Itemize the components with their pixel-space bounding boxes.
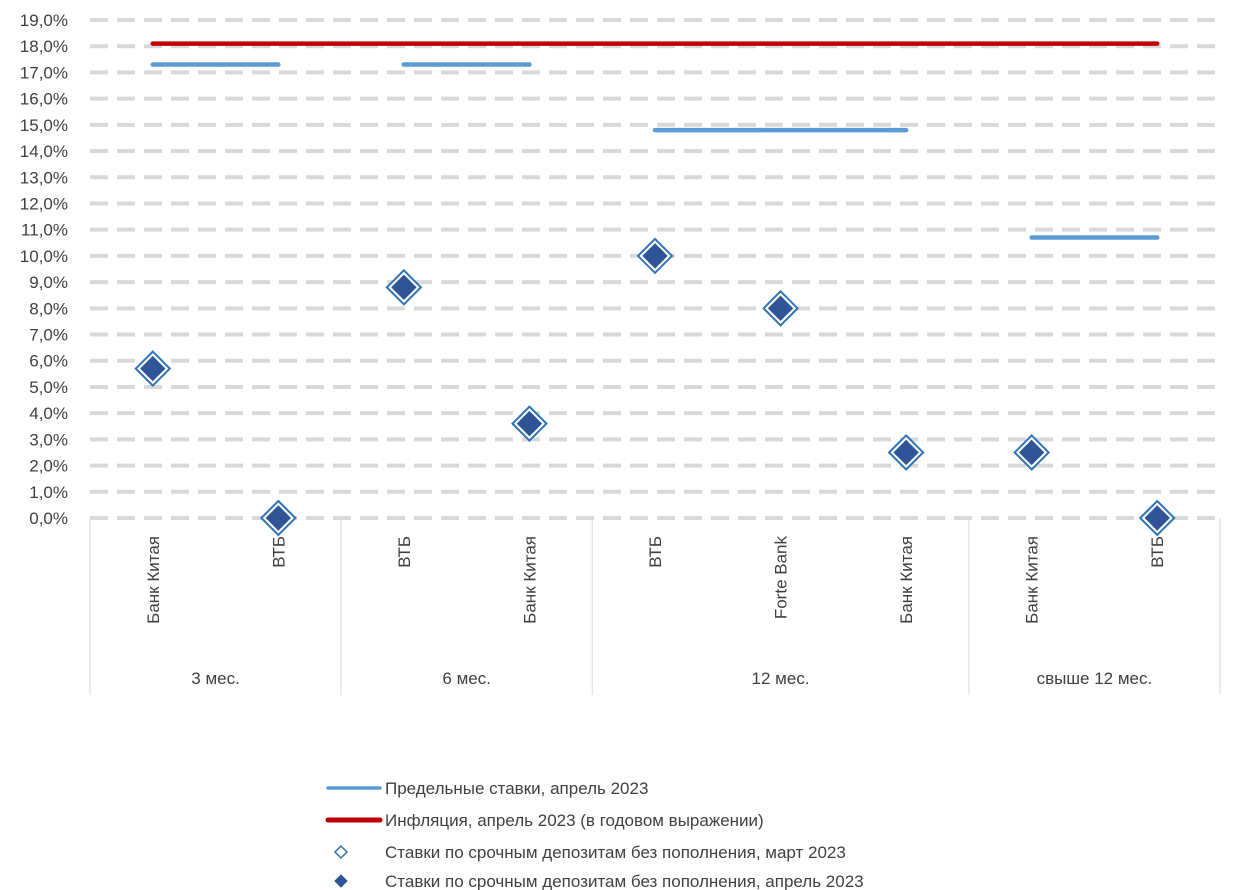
april-rate-marker [1018,439,1045,466]
april-rate-marker [140,355,166,382]
y-tick-label: 19,0% [20,11,68,30]
x-tick-label: Банк Китая [1023,536,1042,624]
x-tick-label: Банк Китая [144,536,163,624]
x-group-label: 12 мес. [752,669,810,688]
legend-label: Предельные ставки, апрель 2023 [385,779,648,798]
y-tick-label: 15,0% [20,116,68,135]
y-tick-label: 8,0% [29,299,68,318]
y-tick-label: 5,0% [29,378,68,397]
y-tick-label: 0,0% [29,509,68,528]
x-tick-label: Банк Китая [520,536,539,624]
april-rate-marker [1144,505,1170,531]
april-rate-marker [391,274,417,301]
legend-label: Ставки по срочным депозитам без пополнен… [385,872,864,890]
x-group-label: 6 мес. [442,669,491,688]
y-tick-label: 17,0% [20,63,68,82]
x-axis: Банк Китая ВТБ 3 мес. ВТБ Банк Китая 6 мес. ВТ… [89,518,1221,695]
y-tick-label: 12,0% [20,194,68,213]
legend-swatch [334,874,348,888]
y-tick-label: 18,0% [20,37,68,56]
x-tick-label: Банк Китая [897,536,916,624]
y-axis-ticks: 0,0% 1,0% 2,0% 3,0% 4,0% 5,0% 6,0% 7,0% 8,0% 9,0%… [20,11,68,528]
x-tick-label: ВТБ [646,536,665,568]
april-rate-marker [642,243,668,269]
y-tick-label: 13,0% [20,168,68,187]
x-tick-label: ВТБ [1148,536,1167,568]
x-tick-label: ВТБ [269,536,288,568]
legend-label: Инфляция, апрель 2023 (в годовом выражен… [385,811,764,830]
series-layer [134,41,1176,537]
y-tick-label: 16,0% [20,90,68,109]
y-tick-label: 2,0% [29,457,68,476]
y-tick-label: 4,0% [29,404,68,423]
legend-label: Ставки по срочным депозитам без пополнен… [385,843,846,862]
april-rate-marker [767,295,794,322]
x-group-label: свыше 12 мес. [1037,669,1153,688]
y-tick-label: 9,0% [29,273,68,292]
y-tick-label: 7,0% [29,326,68,345]
y-tick-label: 11,0% [21,221,68,240]
x-tick-label: ВТБ [395,536,414,568]
y-tick-label: 6,0% [29,352,68,371]
legend-swatch [333,844,349,860]
y-tick-label: 10,0% [20,247,68,266]
april-rate-marker [893,439,919,466]
x-tick-label: Forte Bank [772,536,791,620]
y-tick-label: 14,0% [20,142,68,161]
april-rate-marker [265,505,292,531]
y-tick-label: 3,0% [29,430,68,449]
y-tick-label: 1,0% [29,483,68,502]
april-rate-marker [516,410,543,437]
legend: Предельные ставки, апрель 2023 Инфляция, … [325,779,864,890]
x-group-label: 3 мес. [191,669,240,688]
